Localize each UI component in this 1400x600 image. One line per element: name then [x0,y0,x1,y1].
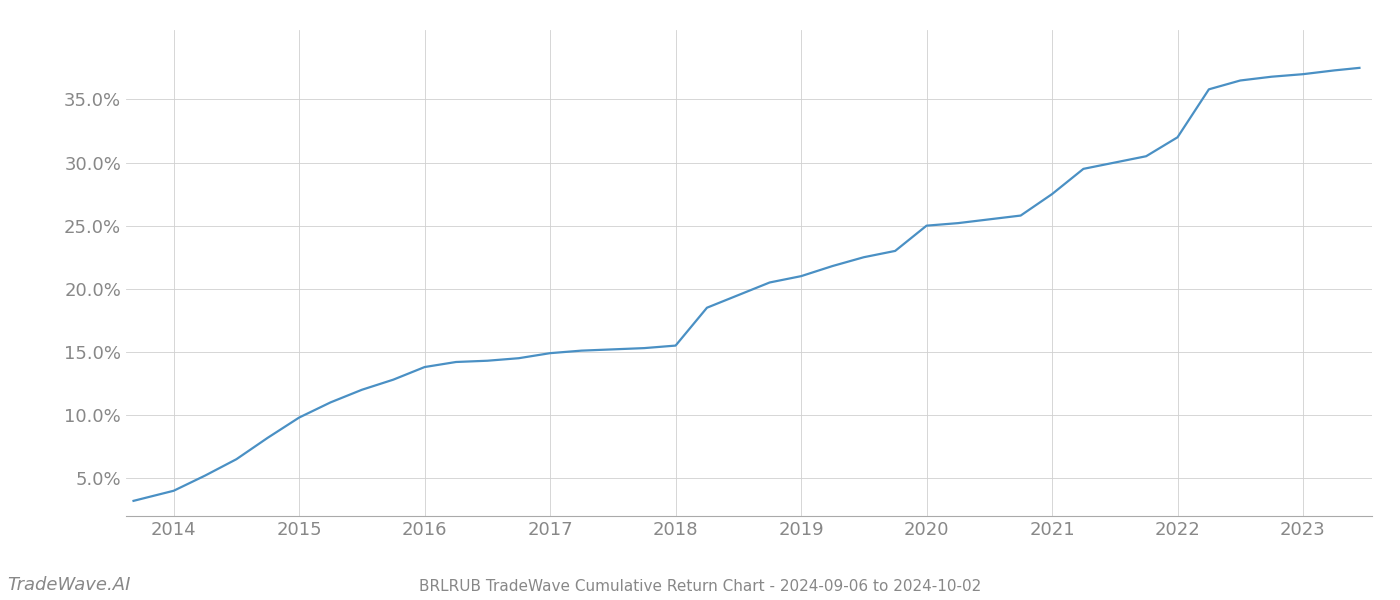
Text: BRLRUB TradeWave Cumulative Return Chart - 2024-09-06 to 2024-10-02: BRLRUB TradeWave Cumulative Return Chart… [419,579,981,594]
Text: TradeWave.AI: TradeWave.AI [7,576,130,594]
